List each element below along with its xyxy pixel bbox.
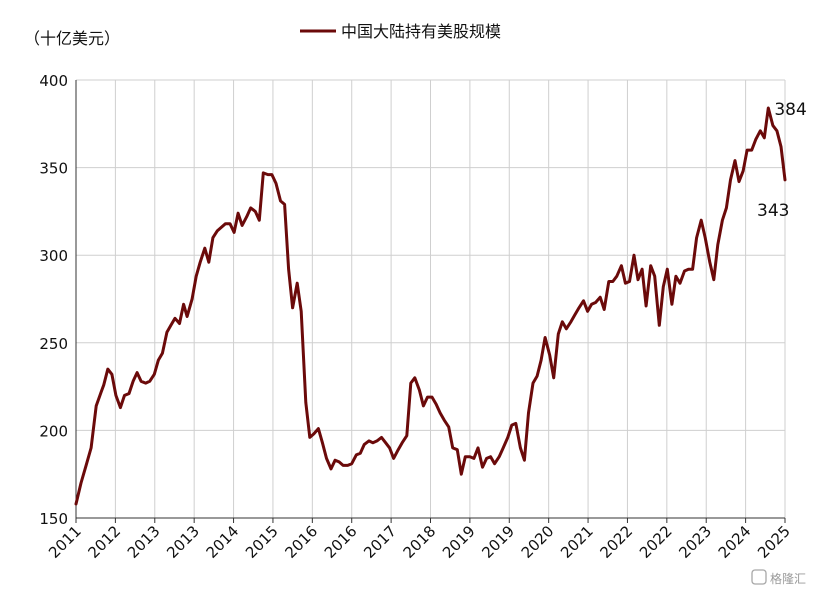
x-tick-label: 2012 xyxy=(84,522,124,562)
annotation-latest: 343 xyxy=(757,201,789,221)
x-tick-label: 2024 xyxy=(715,522,755,562)
x-tick-label: 2015 xyxy=(242,522,282,562)
x-tick-label: 2022 xyxy=(636,522,676,562)
x-tick-label: 2014 xyxy=(203,522,243,562)
unit-label: （十亿美元） xyxy=(24,29,120,48)
annotations: 384 343 xyxy=(757,100,807,221)
y-tick-label: 150 xyxy=(39,510,68,528)
watermark-logo-icon xyxy=(751,569,767,585)
legend: 中国大陆持有美股规模 xyxy=(300,22,501,41)
x-tick-labels: 2011 2012 2013 2013 2014 2015 2016 2016 2017 2018… xyxy=(45,522,794,562)
y-tick-label: 400 xyxy=(39,72,68,90)
legend-label: 中国大陆持有美股规模 xyxy=(341,22,501,41)
x-tick-label: 2019 xyxy=(439,522,479,562)
x-tick-label: 2016 xyxy=(321,522,361,562)
y-tick-label: 250 xyxy=(39,335,68,353)
grid-lines xyxy=(75,79,786,519)
x-tick-label: 2025 xyxy=(754,522,794,562)
axes xyxy=(75,80,786,523)
x-tick-label: 2020 xyxy=(518,522,558,562)
x-tick-label: 2011 xyxy=(45,522,85,562)
series-line xyxy=(74,106,787,506)
x-tick-label: 2021 xyxy=(557,522,597,562)
x-tick-label: 2019 xyxy=(478,522,518,562)
watermark-text: 格隆汇 xyxy=(770,571,806,586)
x-tick-label: 2013 xyxy=(163,522,203,562)
x-tick-label: 2018 xyxy=(400,522,440,562)
y-tick-label: 300 xyxy=(39,247,68,265)
x-tick-label: 2022 xyxy=(597,522,637,562)
y-tick-labels: 150 200 250 300 350 400 xyxy=(39,72,68,528)
series-layer xyxy=(74,106,787,506)
x-tick-label: 2017 xyxy=(360,522,400,562)
watermark: 格隆汇 xyxy=(751,569,806,586)
y-tick-label: 350 xyxy=(39,160,68,178)
x-tick-label: 2013 xyxy=(124,522,164,562)
x-tick-label: 2016 xyxy=(281,522,321,562)
annotation-peak: 384 xyxy=(774,100,806,120)
x-tick-label: 2023 xyxy=(675,522,715,562)
y-tick-label: 200 xyxy=(39,422,68,440)
